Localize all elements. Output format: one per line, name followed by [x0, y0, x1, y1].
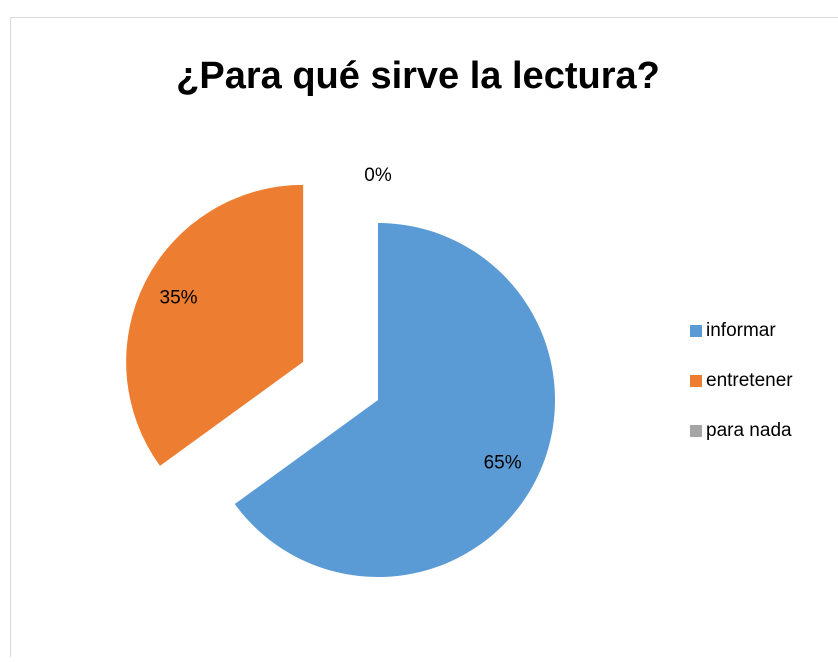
legend-label: informar: [706, 320, 776, 341]
legend-label: entretener: [706, 370, 793, 391]
data-label: 0%: [364, 165, 392, 186]
legend-swatch: [690, 375, 702, 387]
legend-swatch: [690, 425, 702, 437]
data-label: 65%: [484, 452, 522, 473]
legend-swatch: [690, 325, 702, 337]
chart-title: ¿Para qué sirve la lectura?: [176, 55, 660, 97]
data-label: 35%: [160, 287, 198, 308]
legend-label: para nada: [706, 420, 792, 441]
